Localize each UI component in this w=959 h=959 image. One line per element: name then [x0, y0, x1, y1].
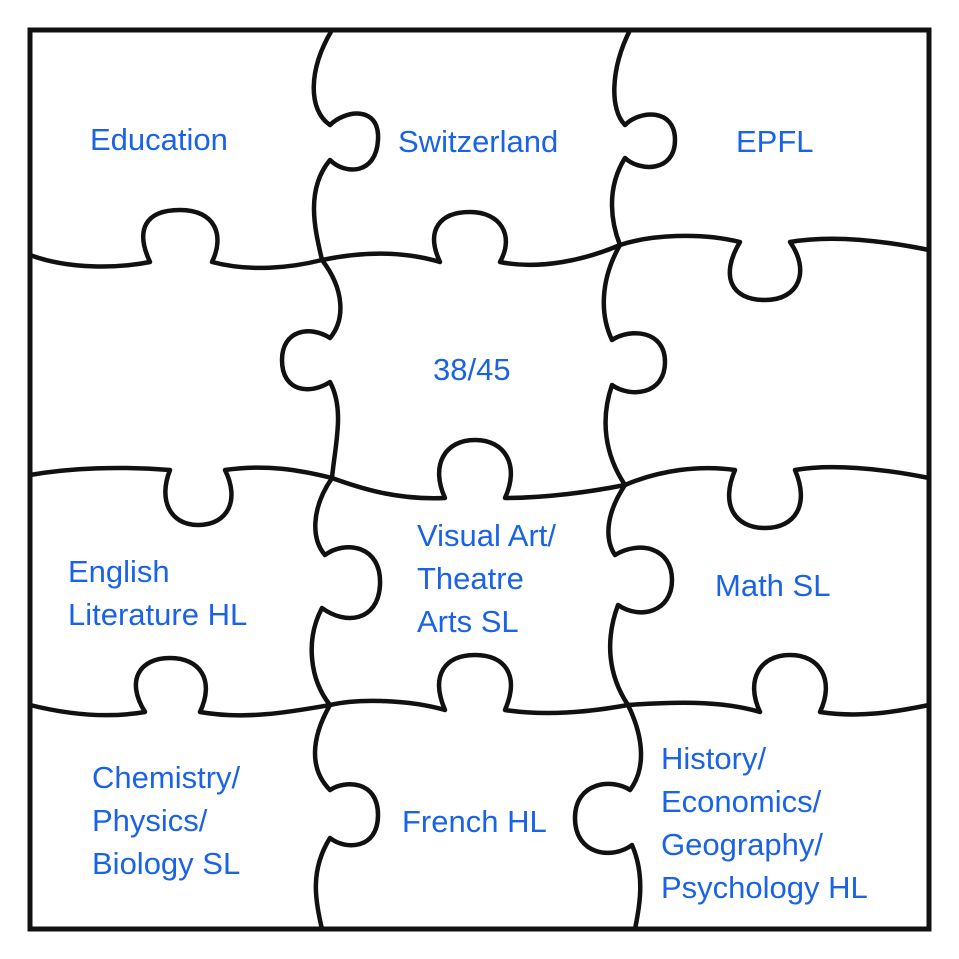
label-line: Education — [90, 122, 228, 157]
label-epfl: EPFL — [736, 120, 814, 163]
label-education: Education — [90, 118, 228, 161]
seam-v2-row4 — [572, 702, 644, 932]
label-line: French HL — [402, 804, 547, 839]
label-line: Visual Art/ — [417, 518, 557, 553]
label-line: History/ — [661, 741, 767, 776]
seam-v2-row2 — [601, 242, 668, 488]
label-score: 38/45 — [433, 348, 511, 391]
label-line: Psychology HL — [661, 870, 868, 905]
label-visual-art-theatre: Visual Art/ Theatre Arts SL — [417, 514, 556, 643]
label-french: French HL — [402, 800, 547, 843]
label-line: 38/45 — [433, 352, 511, 387]
label-line: Literature HL — [68, 597, 248, 632]
label-line: Chemistry/ — [92, 760, 241, 795]
seam-v1-row1 — [311, 27, 381, 263]
label-line: Economics/ — [661, 784, 822, 819]
label-math: Math SL — [715, 564, 830, 607]
seam-v2-row1 — [609, 27, 678, 248]
label-line: Physics/ — [92, 803, 208, 838]
label-line: Geography/ — [661, 827, 823, 862]
label-line: EPFL — [736, 124, 814, 159]
label-line: Theatre — [417, 561, 524, 596]
label-line: Arts SL — [417, 604, 519, 639]
seam-v1-row3 — [309, 475, 383, 708]
seam-h3 — [27, 652, 932, 718]
label-english-literature: English Literature HL — [68, 550, 247, 636]
label-line: English — [68, 554, 170, 589]
label-switzerland: Switzerland — [398, 120, 558, 163]
seam-v2-row3 — [606, 482, 675, 708]
label-line: Biology SL — [92, 846, 241, 881]
label-line: Math SL — [715, 568, 831, 603]
label-sciences: Chemistry/ Physics/ Biology SL — [92, 756, 240, 885]
label-humanities: History/ Economics/ Geography/ Psycholog… — [661, 737, 868, 909]
seam-h1 — [27, 207, 932, 303]
label-line: Switzerland — [398, 124, 559, 159]
seam-v1-row4 — [312, 702, 381, 932]
seam-h2 — [27, 437, 932, 531]
seam-v1-row2 — [279, 257, 343, 481]
